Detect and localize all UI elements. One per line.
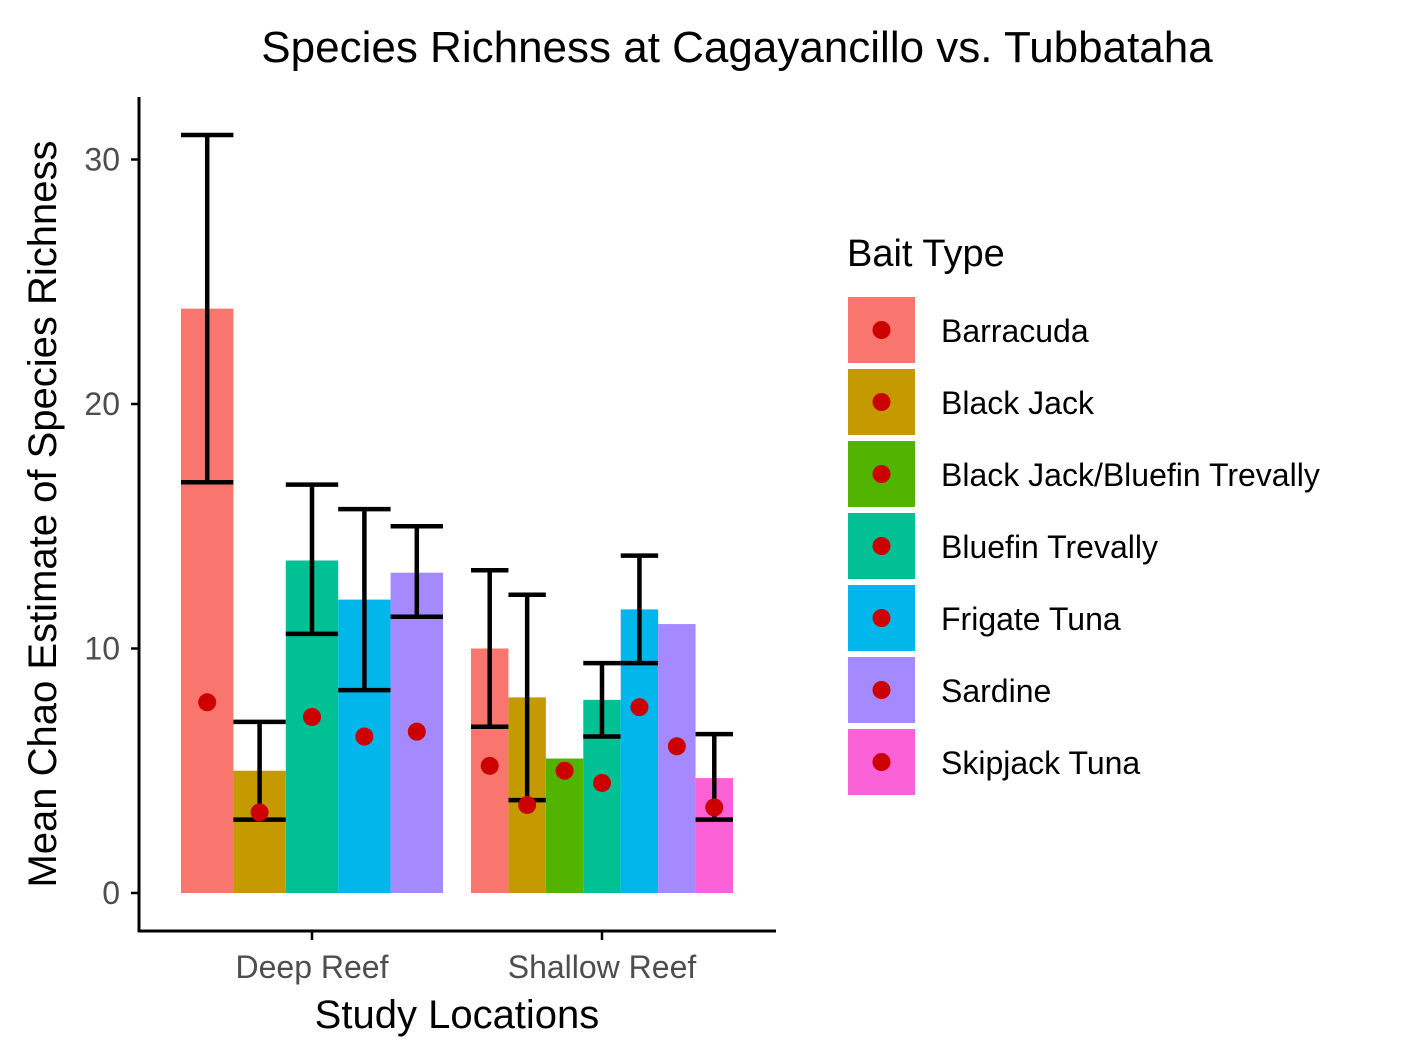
legend-item-sardine: Sardine	[848, 657, 1051, 723]
legend-point	[872, 465, 891, 483]
bar-group-deep-reef-barracuda	[181, 132, 234, 893]
bar	[658, 624, 696, 893]
data-point	[555, 761, 574, 780]
bar-group-shallow-reef-barracuda	[471, 568, 509, 893]
legend-label: Black Jack	[941, 385, 1095, 421]
legend-item-frigate-tuna: Frigate Tuna	[848, 585, 1121, 651]
legend: Bait Type Barracuda Black Jack Black Jack/…	[847, 233, 1320, 795]
data-point	[705, 798, 724, 817]
legend-label: Bluefin Trevally	[941, 529, 1158, 565]
legend-point	[872, 321, 891, 339]
data-point	[407, 722, 426, 741]
plot-area	[181, 132, 733, 893]
y-tick-label: 0	[102, 875, 120, 911]
x-ticks: Deep Reef Shallow Reef	[236, 931, 697, 985]
legend-item-bluefin-trevally: Bluefin Trevally	[848, 513, 1158, 579]
data-point	[630, 698, 649, 717]
y-tick-label: 10	[84, 631, 120, 667]
y-ticks: 0 10 20 30	[84, 142, 139, 911]
data-point	[198, 693, 217, 712]
chart-title: Species Richness at Cagayancillo vs. Tub…	[261, 23, 1213, 72]
y-tick-label: 20	[84, 386, 120, 422]
x-tick-label: Deep Reef	[236, 949, 389, 985]
bar-group-shallow-reef-frigate-tuna	[620, 553, 659, 893]
data-point	[303, 707, 321, 726]
legend-item-skipjack-tuna: Skipjack Tuna	[848, 729, 1140, 795]
data-point	[250, 803, 269, 822]
y-tick-label: 30	[84, 142, 120, 178]
legend-item-barracuda: Barracuda	[848, 297, 1089, 363]
data-point	[355, 727, 374, 746]
legend-point	[872, 753, 891, 771]
legend-item-black-jack-bluefin-trevally: Black Jack/Bluefin Trevally	[848, 441, 1320, 507]
legend-label: Skipjack Tuna	[941, 745, 1140, 781]
legend-point	[872, 393, 891, 411]
bar-group-deep-reef-frigate-tuna	[338, 506, 391, 893]
bar-group-shallow-reef-black-jack-bluefin-trevally	[545, 758, 584, 893]
bar-group-shallow-reef-black-jack	[508, 592, 546, 893]
legend-label: Sardine	[941, 673, 1051, 709]
legend-label: Barracuda	[941, 313, 1089, 349]
legend-point	[872, 681, 891, 699]
bar-group-deep-reef-black-jack	[233, 719, 286, 893]
data-point	[667, 737, 686, 756]
legend-label: Black Jack/Bluefin Trevally	[941, 457, 1320, 493]
legend-title: Bait Type	[847, 233, 1005, 275]
bar-group-shallow-reef-bluefin-trevally	[583, 660, 621, 893]
bar-group-deep-reef-sardine	[390, 524, 443, 893]
bar	[545, 758, 584, 893]
bar-group-deep-reef-bluefin-trevally	[285, 482, 339, 893]
legend-item-black-jack: Black Jack	[848, 369, 1095, 435]
legend-point	[872, 609, 891, 627]
data-point	[480, 756, 499, 775]
x-tick-label: Shallow Reef	[508, 949, 697, 985]
legend-point	[872, 537, 891, 555]
bar-group-shallow-reef-skipjack-tuna	[695, 731, 733, 893]
legend-label: Frigate Tuna	[941, 601, 1121, 637]
data-point	[593, 773, 611, 792]
y-axis-title: Mean Chao Estimate of Species Richness	[21, 140, 65, 887]
bar-group-shallow-reef-sardine	[658, 624, 696, 893]
x-axis-title: Study Locations	[315, 993, 600, 1037]
data-point	[518, 795, 537, 814]
